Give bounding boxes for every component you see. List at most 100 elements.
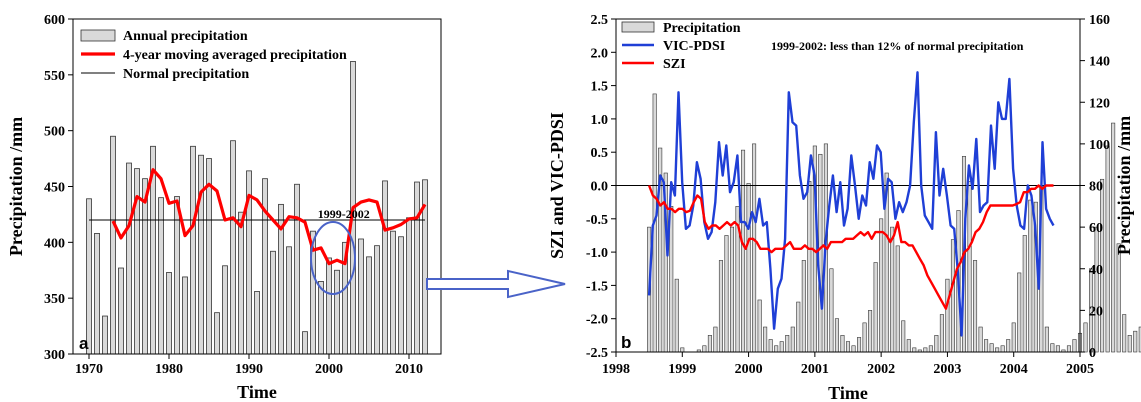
- monthly-precip-bar-53: [939, 314, 944, 353]
- legend-label-annual: Annual precipitation: [123, 29, 248, 44]
- monthly-precip-bar-11: [707, 335, 712, 353]
- x-axis-label-a: Time: [237, 382, 277, 402]
- monthly-precip-bar-48: [912, 347, 917, 353]
- x-axis-label-b: Time: [828, 383, 868, 402]
- y-left-tick-label-7: 1.0: [591, 113, 609, 128]
- y-left-tick-label-0: -2.5: [586, 346, 608, 361]
- precip-bar-1987: [222, 265, 228, 355]
- annotation-normal-precip: 1999-2002: less than 12% of normal preci…: [771, 39, 1024, 53]
- precip-bar-1972: [102, 315, 108, 355]
- y-tick-label-350: 350: [44, 292, 65, 307]
- monthly-precip-bar-67: [1017, 272, 1022, 353]
- panel-b: -2.5-2.0-1.5-1.0-0.50.00.51.01.52.02.502…: [547, 13, 1141, 402]
- precip-bar-1982: [182, 276, 188, 355]
- precip-bar-1988: [230, 140, 236, 355]
- precip-bar-1970: [86, 198, 92, 355]
- x-tick-label-b-2000: 2000: [735, 362, 763, 377]
- precip-bar-1993: [270, 250, 276, 355]
- y-tick-label-550: 550: [44, 69, 65, 84]
- precip-bar-2006: [374, 245, 380, 355]
- precip-bar-1996: [294, 183, 300, 355]
- y-axis-label-a: Precipitation /mm: [6, 117, 26, 256]
- vic-pdsi-line: [647, 71, 1055, 337]
- monthly-precip-bar-23: [774, 345, 779, 353]
- monthly-precip-bar-76: [1066, 345, 1071, 353]
- monthly-precip-bar-72: [1044, 326, 1049, 353]
- y-axis-label-right-b: Precipitation /mm: [1114, 116, 1134, 255]
- monthly-precip-bar-31: [818, 153, 823, 353]
- precip-bar-2005: [366, 256, 372, 355]
- legend-label-szi: SZI: [663, 57, 686, 72]
- x-tick-label-b-1998: 1998: [602, 362, 630, 377]
- monthly-precip-bar-86: [1122, 314, 1127, 353]
- x-tick-label-2000: 2000: [315, 362, 343, 377]
- monthly-precip-bar-36: [845, 341, 851, 353]
- monthly-precip-bar-61: [984, 339, 989, 353]
- x-tick-label-b-2002: 2002: [867, 362, 895, 377]
- monthly-precip-bar-68: [1022, 235, 1027, 353]
- precip-bar-1986: [214, 312, 220, 355]
- y-right-tick-label-160: 160: [1089, 13, 1110, 28]
- x-tick-label-b-1999: 1999: [668, 362, 696, 377]
- y-left-tick-label-6: 0.5: [591, 146, 609, 161]
- monthly-precip-bar-51: [928, 345, 933, 353]
- monthly-precip-bar-17: [741, 149, 746, 353]
- precip-bar-1997: [302, 331, 308, 355]
- y-left-tick-label-10: 2.5: [591, 13, 609, 28]
- monthly-precip-bar-21: [763, 326, 768, 353]
- precip-bar-2011: [414, 181, 420, 355]
- precip-bar-1971: [94, 232, 100, 355]
- monthly-precip-bar-25: [785, 335, 790, 353]
- monthly-precip-bar-42: [879, 218, 884, 353]
- monthly-precip-bar-69: [1028, 199, 1033, 353]
- highlight-arrow: [426, 269, 566, 299]
- panel-a: 1999-2002 300 350 400 450 500 550 600 1970 1980 19…: [6, 13, 442, 402]
- precip-bar-2008: [390, 230, 396, 355]
- precip-bar-1992: [262, 178, 268, 355]
- precip-bar-1974: [118, 267, 124, 355]
- monthly-precip-bar-22: [768, 339, 773, 353]
- y-left-tick-label-4: -0.5: [586, 213, 608, 228]
- y-axis-label-left-b: SZI and VIC-PDSI: [547, 112, 567, 259]
- monthly-precip-bar-73: [1050, 343, 1055, 353]
- precip-bar-1989: [238, 211, 244, 355]
- monthly-precip-bar-62: [989, 343, 994, 353]
- precip-bar-1977: [142, 178, 148, 355]
- monthly-precip-bar-65: [1006, 339, 1011, 353]
- monthly-precip-bar-52: [934, 335, 939, 353]
- y-right-tick-label-120: 120: [1089, 96, 1110, 111]
- precip-bar-2010: [406, 217, 412, 355]
- monthly-precip-bar-79: [1083, 322, 1088, 353]
- legend-swatch-precipitation: [621, 21, 655, 33]
- monthly-precip-bar-39: [862, 322, 867, 353]
- monthly-precip-bar-85: [1116, 243, 1121, 353]
- monthly-precip-bar-33: [829, 268, 834, 353]
- legend-label-normal: Normal precipitation: [123, 67, 249, 82]
- monthly-precip-bar-74: [1055, 345, 1060, 353]
- monthly-precip-bar-54: [945, 278, 950, 353]
- x-tick-label-1990: 1990: [235, 362, 263, 377]
- monthly-precip-bar-5: [674, 278, 679, 353]
- monthly-precip-bar-88: [1133, 330, 1138, 353]
- legend-label-vic-pdsi: VIC-PDSI: [663, 39, 725, 54]
- monthly-precip-bar-50: [923, 347, 928, 353]
- legend-label-moving-average: 4-year moving averaged precipitation: [123, 48, 347, 63]
- y-right-tick-label-60: 60: [1089, 221, 1103, 236]
- y-right-tick-label-0: 0: [1089, 346, 1096, 361]
- y-right-tick-label-80: 80: [1089, 180, 1103, 195]
- monthly-precip-bar-55: [950, 239, 955, 353]
- y-left-tick-label-2: -1.5: [586, 279, 608, 294]
- monthly-precip-bar-45: [895, 245, 900, 353]
- x-tick-label-b-2004: 2004: [1000, 362, 1028, 377]
- monthly-precip-bar-47: [906, 339, 911, 353]
- monthly-precip-bar-14: [724, 235, 729, 353]
- precip-bar-1984: [198, 154, 204, 355]
- monthly-precip-bar-60: [978, 326, 983, 353]
- monthly-precip-bar-28: [801, 260, 806, 353]
- monthly-precip-bar-29: [807, 181, 812, 353]
- y-left-tick-label-9: 2.0: [591, 46, 609, 61]
- panel-label-a: a: [79, 334, 89, 353]
- monthly-precip-bar-35: [840, 335, 845, 353]
- y-right-tick-label-140: 140: [1089, 55, 1110, 70]
